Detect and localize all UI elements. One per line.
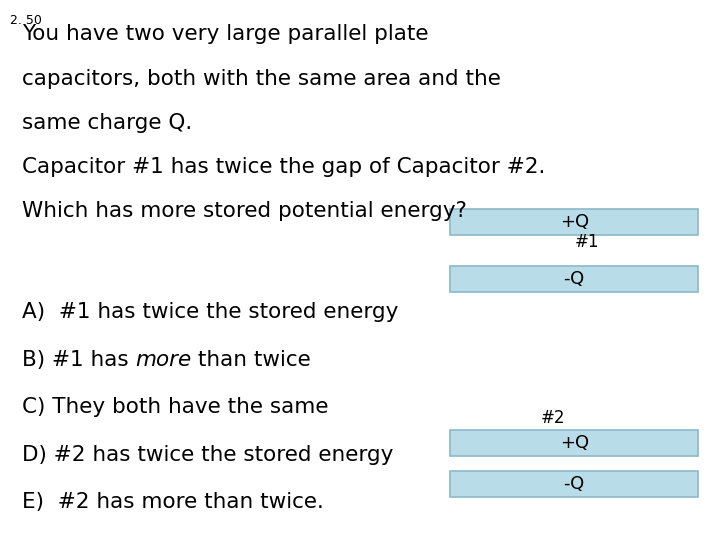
Text: capacitors, both with the same area and the: capacitors, both with the same area and … xyxy=(22,69,500,89)
Text: +Q: +Q xyxy=(559,213,589,231)
Text: 2. 50: 2. 50 xyxy=(10,14,42,27)
Text: -Q: -Q xyxy=(564,475,585,493)
Bar xyxy=(450,430,698,456)
Text: +Q: +Q xyxy=(559,434,589,453)
Text: Capacitor #1 has twice the gap of Capacitor #2.: Capacitor #1 has twice the gap of Capaci… xyxy=(22,157,545,177)
Text: -Q: -Q xyxy=(564,269,585,288)
Text: E)  #2 has more than twice.: E) #2 has more than twice. xyxy=(22,492,323,512)
Text: C) They both have the same: C) They both have the same xyxy=(22,397,328,417)
Text: Which has more stored potential energy?: Which has more stored potential energy? xyxy=(22,201,467,221)
Text: #1: #1 xyxy=(575,233,599,251)
Bar xyxy=(450,266,698,292)
Text: D) #2 has twice the stored energy: D) #2 has twice the stored energy xyxy=(22,445,393,465)
Text: A)  #1 has twice the stored energy: A) #1 has twice the stored energy xyxy=(22,302,398,322)
Text: more: more xyxy=(135,350,192,370)
Text: B) #1 has: B) #1 has xyxy=(22,350,135,370)
Bar xyxy=(450,471,698,497)
Text: You have two very large parallel plate: You have two very large parallel plate xyxy=(22,24,428,44)
Text: same charge Q.: same charge Q. xyxy=(22,113,192,133)
Text: than twice: than twice xyxy=(192,350,311,370)
Bar xyxy=(450,209,698,235)
Text: #2: #2 xyxy=(541,409,565,427)
